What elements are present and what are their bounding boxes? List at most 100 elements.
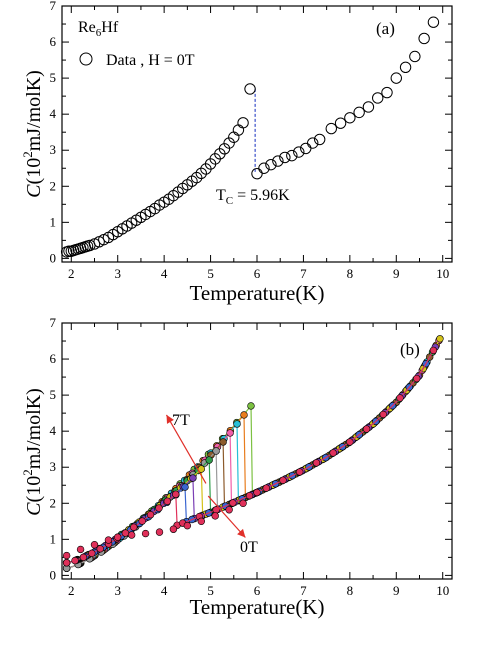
y-tick-label: 0: [50, 567, 57, 582]
highfield-point: [114, 533, 122, 541]
panel-a-axes: 2 3 4 5 6 7 8 9 10 0 1 2 3 4 5 6 7: [50, 0, 452, 281]
x-tick-label: 2: [68, 583, 75, 598]
x-tick-label: 5: [207, 583, 214, 598]
x-tick-label: 4: [161, 583, 168, 598]
x-tick-label: 7: [300, 583, 307, 598]
panel-b-axes: 2 3 4 5 6 7 8 9 10 0 1 2 3 4 5 6 7: [50, 315, 452, 598]
y-tick-label: 5: [50, 70, 57, 85]
field-point: [163, 497, 172, 505]
highfield-point: [253, 488, 261, 497]
y-tick-label: 7: [50, 0, 57, 13]
data-point: [344, 112, 356, 124]
x-tick-label: 10: [436, 583, 449, 598]
highfield-point: [183, 521, 192, 530]
data-point: [258, 162, 270, 174]
x-tick-label: 2: [68, 266, 75, 281]
data-point: [418, 32, 430, 45]
data-point: [307, 137, 319, 149]
data-point: [181, 179, 194, 191]
legend-marker-open-circle: [79, 52, 93, 66]
y-tick-label: 6: [50, 34, 57, 49]
field-point: [229, 499, 237, 507]
field-point: [396, 394, 404, 402]
highfield-point: [197, 517, 205, 526]
data-point: [399, 61, 412, 73]
field-curve: [66, 338, 441, 564]
y-tick-label: 1: [50, 531, 57, 546]
y-tick-label: 4: [50, 106, 57, 121]
legend-label: Data , H = 0T: [106, 52, 195, 69]
field-point: [146, 511, 155, 519]
data-point: [272, 155, 284, 167]
highfield-point: [62, 551, 71, 560]
panel-a-label: (a): [376, 19, 395, 38]
x-tick-label: 6: [254, 266, 261, 281]
field-point: [205, 456, 213, 464]
data-point: [190, 171, 203, 184]
data-point: [172, 186, 184, 198]
x-tick-label: 6: [254, 583, 261, 598]
field-point: [219, 438, 227, 446]
field-point: [296, 468, 304, 476]
y-tick-label: 5: [50, 387, 57, 402]
field-point: [245, 491, 254, 500]
highfield-point: [141, 529, 150, 538]
panel-a-marks: [60, 16, 440, 258]
field-point: [279, 476, 287, 484]
x-tick-label: 9: [393, 583, 400, 598]
label-0t: 0T: [240, 539, 258, 556]
x-tick-label: 9: [393, 266, 400, 281]
highfield-point: [90, 541, 99, 549]
data-point: [353, 106, 365, 119]
compound-label: Re6Hf: [78, 19, 119, 39]
field-curve: [66, 348, 435, 564]
x-tick-label: 5: [207, 266, 214, 281]
panel-a-x-axis-label: Temperature(K): [190, 281, 325, 305]
highfield-point: [239, 499, 247, 507]
panel-b-marks: [62, 335, 444, 572]
field-point: [436, 335, 444, 343]
label-7t: 7T: [172, 412, 190, 429]
data-point: [195, 167, 207, 180]
field-point: [379, 410, 387, 419]
field-point: [181, 483, 189, 491]
x-tick-label: 8: [347, 266, 354, 281]
data-point: [325, 122, 337, 135]
field-point: [96, 545, 104, 553]
highfield-point: [104, 536, 113, 544]
y-tick-label: 2: [50, 495, 57, 510]
data-point: [372, 92, 384, 104]
data-point: [177, 182, 189, 195]
field-point: [121, 529, 130, 537]
field-point: [413, 374, 421, 383]
data-point: [244, 83, 256, 95]
field-point: [138, 517, 146, 525]
field-point: [71, 556, 79, 565]
x-tick-label: 10: [436, 266, 449, 281]
arrow-to-7t-head: [166, 414, 174, 424]
data-point: [409, 50, 421, 63]
y-tick-label: 6: [50, 351, 57, 366]
data-point: [265, 158, 277, 171]
field-point: [172, 490, 180, 498]
arrow-to-0t-shaft: [207, 495, 246, 538]
data-point: [232, 124, 245, 136]
field-point: [212, 447, 220, 455]
field-point: [312, 459, 321, 467]
panel-a-y-axis-label: C(102mJ/molK): [20, 70, 45, 198]
data-point: [167, 189, 180, 202]
field-curve: [66, 346, 436, 564]
field-point: [262, 484, 270, 492]
field-point: [226, 429, 234, 437]
field-point: [247, 402, 255, 410]
y-tick-label: 3: [50, 459, 57, 474]
field-point: [79, 553, 88, 562]
field-point: [155, 504, 163, 512]
x-tick-label: 7: [300, 266, 307, 281]
data-point: [390, 72, 402, 84]
data-point: [362, 101, 375, 113]
highfield-point: [76, 545, 85, 554]
tc-annotation: TC = 5.96K: [216, 187, 290, 207]
data-point: [223, 137, 235, 149]
